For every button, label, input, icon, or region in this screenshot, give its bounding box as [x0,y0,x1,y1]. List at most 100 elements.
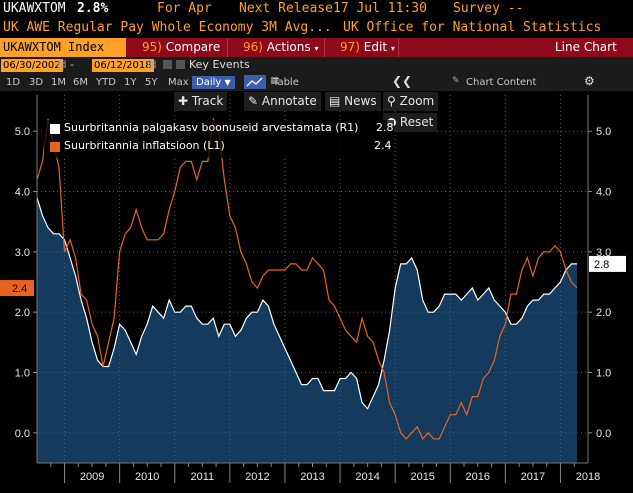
right-axis-tick-label: 3.0 [596,247,611,259]
inflation-legend-label: Suurbritannia inflatsioon (L1) [64,139,225,152]
key-events-toggle[interactable]: Key Events [189,58,250,71]
next-release-label: Next Release [239,1,333,16]
toolbar-divider [398,38,399,57]
dropdown-arrow-icon: ▼ [224,78,231,87]
inflation-legend-swatch [50,142,60,152]
period-6m[interactable]: 6M [73,77,88,88]
security-summary-bar: UKAWXTOM 2.8% For Apr Next Release 17 Ju… [0,0,633,19]
dropdown-arrow-icon: ▾ [314,44,319,53]
next-release-value: 17 Jul 11:30 [333,1,427,16]
toolbar-divider [227,38,228,57]
inflation-series-line [36,116,578,440]
edit-label: Edit [363,40,388,54]
x-axis-year-label: 2017 [521,471,545,483]
actions-number: 96) [243,40,263,54]
table-button[interactable]: Table [273,77,299,88]
edit-menu[interactable]: 97) Edit ▾ [340,38,395,57]
frequency-selector[interactable]: Daily ▼ [192,76,235,89]
security-input[interactable]: UKAWXTOM Index [0,38,126,57]
chart-legend: Suurbritannia palgakasv boonuseid arvest… [44,120,394,158]
track-button[interactable]: ✚ Track [174,92,228,111]
wage-last-value-label: 2.8 [594,259,609,271]
line-chart-icon [246,77,263,87]
annotate-button[interactable]: ✎ Annotate [244,92,321,111]
actions-menu[interactable]: 96) Actions ▾ [243,38,318,57]
period-ytd[interactable]: YTD [96,77,116,88]
toolbar-divider [324,38,325,57]
track-label: Track [191,94,224,108]
inflation-legend-value: 2.4 [374,139,392,152]
wage-last-value-badge [589,255,626,272]
survey-label: Survey -- [453,1,524,16]
chart-content-icon: ✎ [452,76,460,86]
period-3d[interactable]: 3D [29,77,44,88]
x-axis-year-label: 2016 [466,471,490,483]
function-toolbar: UKAWXTOM Index 95) Compare 96) Actions ▾… [0,38,633,57]
left-axis-tick-label: 4.0 [15,187,30,199]
compare-label: Compare [165,40,221,54]
period-selector-bar: 1D 3D 1M 6M YTD 1Y 5Y Max Daily ▼ ▦ Tabl… [0,74,633,91]
inflation-last-value-label: 2.4 [12,283,27,295]
calendar-icon[interactable]: ▤ [147,59,157,70]
date-range-bar: 06/30/2002 ▤ - 06/12/2018 ▤ Key Events [0,57,633,74]
security-input-text: UKAWXTOM Index [3,40,105,54]
x-axis-year-label: 2012 [245,471,269,483]
x-axis-year-label: 2010 [135,471,159,483]
line-chart-toggle-icon[interactable] [244,75,266,89]
date-separator: - [70,58,74,71]
left-axis-tick-label: 1.0 [15,368,30,380]
ticker-symbol: UKAWXTOM [3,1,66,16]
edit-number: 97) [340,40,360,54]
right-axis-tick-label: 2.0 [596,307,611,319]
x-axis-year-label: 2015 [410,471,434,483]
right-axis-tick-label: 5.0 [596,126,611,138]
wage-area [37,197,577,463]
end-date-input[interactable]: 06/12/2018 [92,59,154,72]
chart-content-button[interactable]: Chart Content [466,77,537,88]
wage-legend-swatch [50,124,60,134]
period-1m[interactable]: 1M [51,77,66,88]
inflation-last-value-badge [0,280,34,297]
period-1y[interactable]: 1Y [124,77,137,88]
gear-icon[interactable]: ⚙ [584,74,595,88]
pencil-icon: ✎ [248,94,259,108]
wage-legend-label: Suurbritannia palgakasv boonuseid arvest… [64,121,359,134]
right-axis-tick-label: 4.0 [596,187,611,199]
start-date-input[interactable]: 06/30/2002 [1,59,63,72]
last-value: 2.8% [77,1,109,16]
left-axis-tick-label: 3.0 [15,247,30,259]
compare-number: 95) [142,40,162,54]
security-description: UK AWE Regular Pay Whole Economy 3M Avg.… [3,20,332,35]
reset-label: Reset [399,115,434,129]
x-axis-year-label: 2018 [576,471,600,483]
news-label: News [344,94,377,108]
left-axis-tick-label: 5.0 [15,126,30,138]
news-button[interactable]: ▤ News [325,92,381,111]
zoom-label: Zoom [399,94,435,108]
compare-button[interactable]: 95) Compare [142,38,220,57]
period-max[interactable]: Max [168,77,189,88]
frequency-label: Daily [196,77,222,88]
data-source: UK Office for National Statistics [343,20,602,35]
period-label: For Apr [157,1,212,16]
wage-legend-value: 2.8 [376,121,394,134]
left-axis-tick-label: 0.0 [15,428,30,440]
checkbox-box-icon[interactable] [176,60,185,69]
period-5y[interactable]: 5Y [145,77,158,88]
news-icon: ▤ [329,94,341,108]
dropdown-arrow-icon: ▾ [390,44,395,53]
x-axis-year-label: 2011 [190,471,214,483]
chart-type-selector[interactable]: Line Chart [555,38,617,57]
period-1d[interactable]: 1D [6,77,21,88]
zoom-button[interactable]: ⚲ Zoom [383,92,439,111]
table-grid-icon: ▦ [270,76,279,86]
x-axis-year-label: 2014 [355,471,379,483]
left-axis-tick-label: 2.0 [15,307,30,319]
collapse-arrows-icon[interactable]: ❮❮ [392,74,413,88]
security-description-bar: UK AWE Regular Pay Whole Economy 3M Avg.… [0,19,633,38]
wage-series-line [36,197,577,410]
chart-type-label: Line Chart [555,40,617,54]
right-axis-tick-label: 1.0 [596,368,611,380]
checkbox-box-icon[interactable] [163,60,172,69]
calendar-icon[interactable]: ▤ [57,59,67,70]
